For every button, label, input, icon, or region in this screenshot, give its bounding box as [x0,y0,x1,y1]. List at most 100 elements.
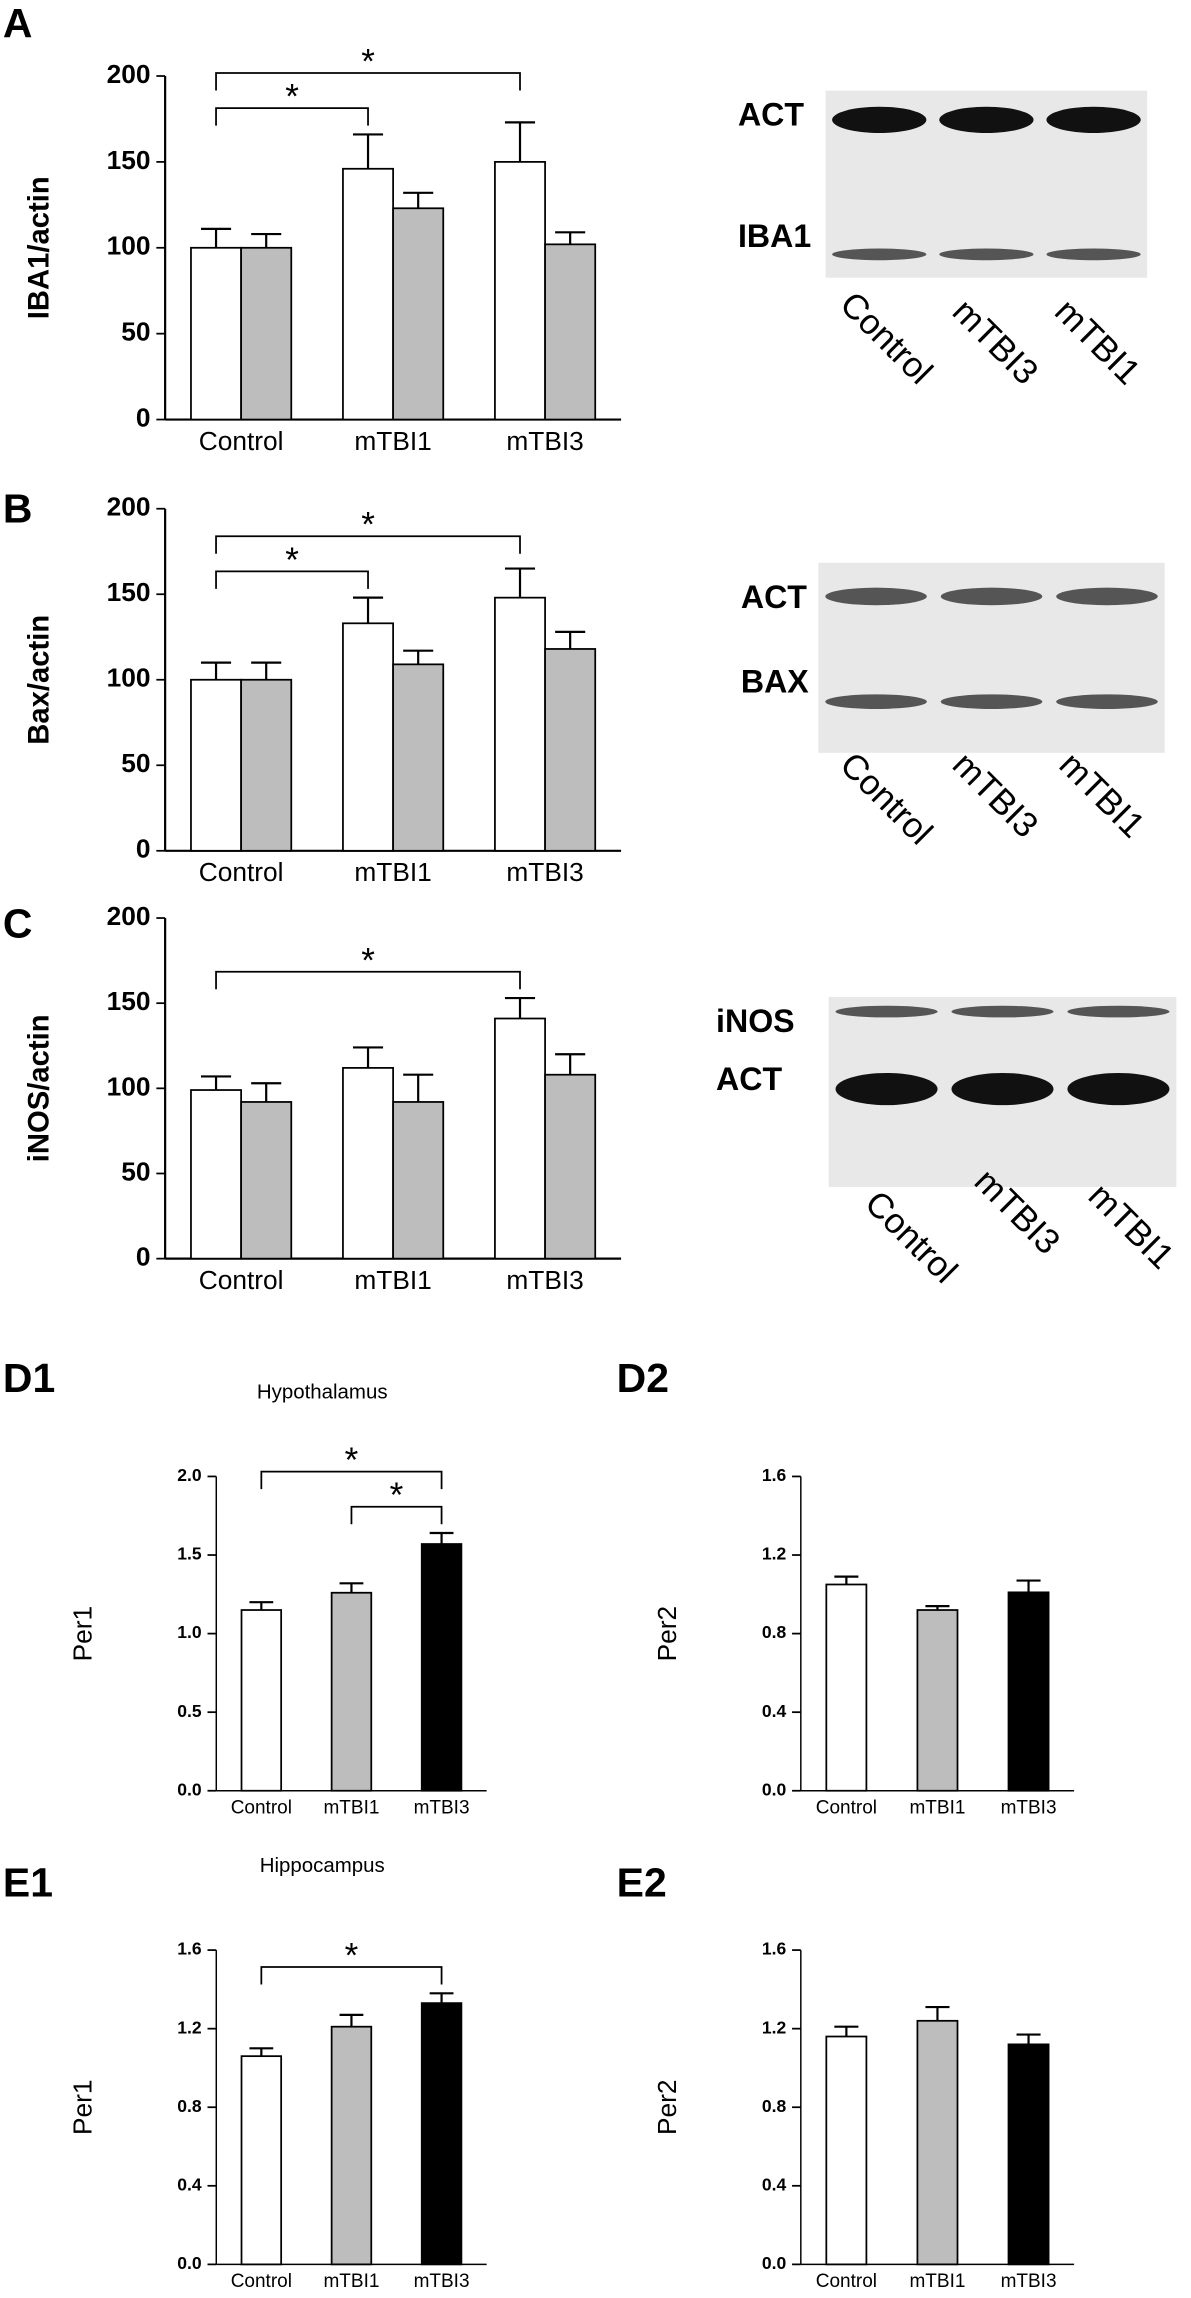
bar [825,2035,868,2266]
y-axis-label: Per2 [652,1606,682,1662]
blot-band [1056,694,1158,709]
chart-title: Hippocampus [260,1854,385,1877]
blot-lane-label: Control [857,1183,964,1291]
x-tick-label: mTBI1 [354,1265,431,1295]
significance-bracket [260,1470,443,1490]
y-tick-label: 100 [107,663,151,693]
blot-lane-label: mTBI3 [945,292,1046,393]
blot-band [939,248,1034,261]
y-axis-label: Per2 [652,2079,682,2135]
significance-bracket [215,970,521,990]
y-tick-label: 0 [136,1242,151,1272]
blot-band [1046,248,1141,261]
x-tick-label: mTBI3 [414,2271,470,2292]
panel-label: E1 [3,1860,53,1906]
x-tick-label: Control [231,2271,292,2292]
significance-mark: * [361,941,375,980]
significance-mark: * [390,1476,404,1515]
y-tick-label: 100 [107,231,151,261]
blot-band [951,1005,1054,1018]
y-tick-label: 1.5 [177,1544,202,1564]
bar [392,663,445,852]
significance-mark: * [285,78,299,117]
significance-bracket [215,107,369,126]
x-tick-label: Control [816,1797,877,1818]
blot-band [1067,1072,1170,1106]
y-tick-label: 1.2 [177,2017,202,2037]
blot-lane-label: mTBI1 [1081,1176,1182,1277]
blot-band [832,106,927,134]
y-tick-label: 1.0 [177,1622,202,1642]
x-tick-label: mTBI1 [354,426,431,456]
significance-bracket [215,72,521,91]
bar [240,246,293,421]
y-tick-label: 0.0 [177,2253,202,2273]
significance-mark: * [345,1936,359,1975]
panel-label: B [3,485,33,531]
panel-label: E2 [617,1860,667,1906]
blot-band [940,587,1043,606]
bar [420,2002,463,2266]
y-tick-label: 200 [107,59,151,89]
y-tick-label: 0.0 [177,1779,202,1799]
bar [190,1089,242,1260]
blot-lane-label: mTBI3 [945,745,1046,846]
x-tick-label: Control [199,1265,284,1295]
x-tick-label: mTBI1 [909,1797,965,1818]
bar [1007,1591,1050,1792]
bar [392,1101,445,1260]
y-tick-label: 50 [121,317,150,347]
significance-bracket [350,1505,443,1525]
x-tick-label: mTBI3 [506,426,583,456]
bar [240,678,293,852]
bar [916,2019,959,2266]
blot-row-label: IBA1 [738,218,811,254]
blot-row-label: ACT [716,1061,782,1097]
x-tick-label: Control [816,2271,877,2292]
y-tick-label: 2.0 [177,1465,202,1485]
y-tick-label: 0.8 [177,2096,202,2116]
bar [392,207,445,421]
blot-lane-label: mTBI1 [1047,292,1148,393]
y-tick-label: 1.2 [762,1544,787,1564]
blot-band [1067,1005,1170,1018]
significance-bracket [215,570,369,589]
bar [544,1073,597,1260]
panel-label: C [3,901,33,947]
y-tick-label: 0.4 [762,2174,787,2194]
blot-band [951,1072,1054,1106]
blot-band [825,587,927,606]
bar [342,167,394,421]
y-tick-label: 0.4 [762,1701,787,1721]
significance-mark: * [361,43,375,82]
x-tick-label: mTBI3 [506,1265,583,1295]
y-tick-label: 1.2 [762,2017,787,2037]
bar [825,1583,868,1792]
x-tick-label: mTBI1 [354,857,431,887]
y-tick-label: 200 [107,492,151,522]
blot-band [1046,106,1141,134]
significance-bracket [260,1966,443,1985]
bar [330,1591,373,1792]
blot-row-label: ACT [741,579,807,615]
blot-band [825,694,927,709]
blot-row-label: ACT [738,96,804,132]
blot-band [939,106,1034,134]
x-tick-label: Control [199,857,284,887]
panel-label: A [3,0,33,46]
y-tick-label: 150 [107,145,151,175]
y-tick-label: 150 [107,577,151,607]
bar [190,246,242,421]
bar [420,1543,463,1792]
y-tick-label: 0 [136,834,151,864]
x-tick-label: mTBI3 [1001,2271,1057,2292]
bar [342,622,394,852]
chart-title: Hypothalamus [257,1381,388,1404]
y-tick-label: 0 [136,402,151,432]
bar [342,1067,394,1260]
y-tick-label: 0.8 [762,2096,787,2116]
x-tick-label: mTBI3 [414,1797,470,1818]
bar [544,648,597,852]
y-axis-label: Bax/actin [24,615,56,745]
